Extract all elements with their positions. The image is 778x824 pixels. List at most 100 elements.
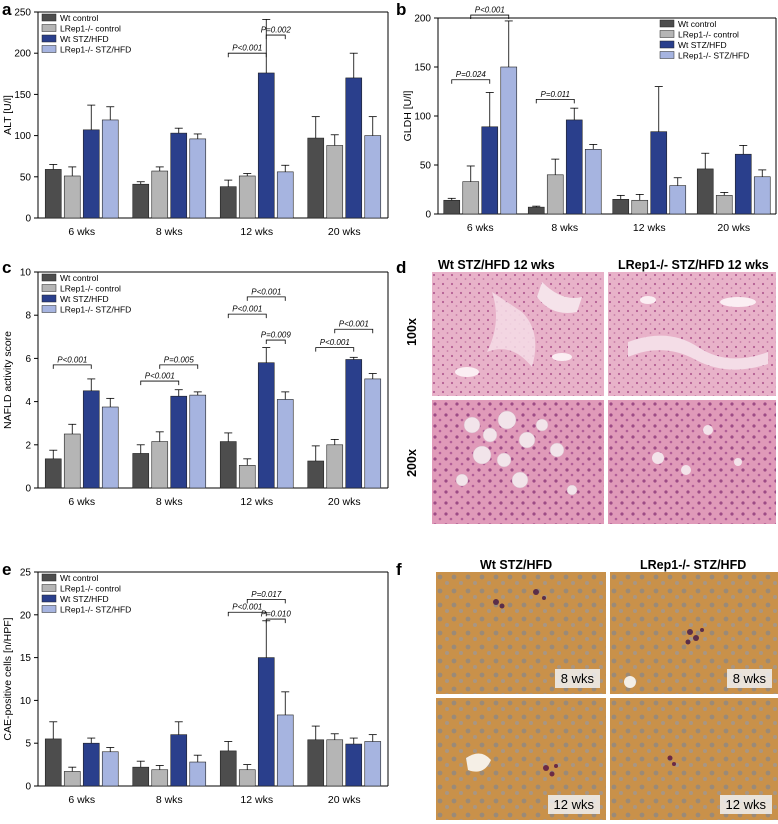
- bar: [151, 170, 169, 219]
- bar: [462, 181, 480, 215]
- bar: [612, 199, 630, 215]
- legend-swatch: [659, 30, 675, 38]
- significance-bracket: [470, 14, 510, 20]
- bar: [734, 153, 752, 215]
- bar: [565, 119, 583, 215]
- cae-label-wt-8wks: 8 wks: [554, 669, 600, 688]
- y-tick-label: 5: [25, 739, 31, 750]
- significance-label: P=0.024: [456, 70, 487, 79]
- significance-label: P<0.001: [251, 287, 281, 296]
- x-tick-label: 20 wks: [328, 226, 361, 238]
- bar: [219, 750, 237, 787]
- significance-label: P=0.011: [541, 90, 570, 99]
- bar: [443, 199, 461, 215]
- significance-label: P<0.001: [57, 355, 87, 364]
- legend-label: Wt control: [60, 273, 98, 283]
- bar: [307, 460, 325, 489]
- bar: [170, 734, 188, 787]
- significance-bracket: [265, 34, 286, 40]
- significance-label: P=0.002: [261, 26, 292, 35]
- cae-label-lrep-12wks: 12 wks: [719, 795, 772, 814]
- bar: [364, 135, 382, 219]
- bar: [44, 458, 62, 489]
- histo-d-col2-title: LRep1-/- STZ/HFD 12 wks: [618, 258, 769, 272]
- significance-label: P<0.001: [475, 6, 505, 15]
- cae-image-lrep-8wks: 8 wks: [610, 572, 778, 694]
- panel-letter-c: c: [2, 258, 12, 277]
- cae-image-wt-12wks: 12 wks: [436, 698, 606, 820]
- y-tick-label: 50: [420, 161, 432, 172]
- bar: [364, 741, 382, 787]
- bar: [715, 195, 733, 215]
- y-tick-label: 100: [14, 131, 31, 142]
- legend-swatch: [41, 24, 57, 32]
- y-axis-label: GLDH [U/l]: [402, 91, 414, 142]
- y-tick-label: 15: [20, 653, 32, 664]
- significance-label: P<0.001: [339, 320, 369, 329]
- significance-bracket: [535, 98, 575, 104]
- legend-label: Wt STZ/HFD: [60, 594, 109, 604]
- legend-swatch: [659, 19, 675, 28]
- bar: [189, 394, 207, 489]
- he-image-wt-100x: [432, 272, 604, 396]
- y-tick-label: 250: [14, 8, 31, 19]
- legend-swatch: [659, 51, 675, 59]
- bar: [82, 390, 100, 489]
- y-tick-label: 25: [20, 568, 32, 579]
- bar: [238, 769, 256, 787]
- cae-label-wt-12wks: 12 wks: [547, 795, 600, 814]
- bar: [63, 433, 81, 489]
- legend-swatch: [41, 273, 57, 282]
- bar: [257, 362, 275, 489]
- bar: [326, 145, 344, 219]
- y-tick-label: 200: [14, 49, 31, 60]
- x-tick-label: 20 wks: [328, 496, 361, 508]
- chart-alt: 0 50 100 150 200 250 ALT [U/l] 6 wks 8 wks 12 wks…: [2, 8, 389, 238]
- legend-swatch: [41, 605, 57, 613]
- panel-letter-a: a: [2, 0, 12, 19]
- legend-swatch: [41, 305, 57, 313]
- bar: [527, 206, 545, 215]
- y-tick-label: 50: [20, 172, 32, 183]
- significance-bracket: [315, 347, 355, 352]
- histo-d-row1-label: 100x: [404, 318, 419, 346]
- he-image-lrep-100x: [608, 272, 776, 396]
- panel-letter-b: b: [396, 0, 407, 19]
- y-tick-label: 2: [25, 440, 31, 451]
- bar: [132, 183, 150, 219]
- legend-swatch: [41, 573, 57, 582]
- histo-f-col1-title: Wt STZ/HFD: [480, 558, 553, 572]
- x-tick-label: 20 wks: [717, 222, 750, 234]
- bar: [238, 175, 256, 219]
- y-tick-label: 10: [20, 696, 32, 707]
- legend-label: LRep1-/- control: [60, 23, 121, 33]
- chart-nafld: 0 2 4 6 8 10 NAFLD activity score 6 wks 8 wks 12 …: [2, 268, 389, 508]
- x-tick-label: 12 wks: [633, 222, 666, 234]
- x-tick-label: 6 wks: [68, 226, 95, 238]
- bar: [276, 171, 294, 219]
- bar: [189, 761, 207, 787]
- bar: [364, 378, 382, 489]
- bar: [101, 406, 119, 489]
- significance-label: P<0.001: [145, 372, 175, 381]
- bar: [170, 132, 188, 219]
- histo-d-row2-label: 200x: [404, 449, 419, 477]
- x-tick-label: 6 wks: [467, 222, 494, 234]
- histo-f-col2-title: LRep1-/- STZ/HFD: [640, 558, 747, 572]
- x-tick-label: 8 wks: [156, 226, 183, 238]
- y-tick-label: 6: [25, 354, 31, 365]
- significance-label: P<0.001: [320, 338, 350, 347]
- he-image-wt-200x: [432, 400, 604, 524]
- y-tick-label: 200: [414, 14, 431, 25]
- bar: [345, 359, 363, 489]
- y-tick-label: 0: [25, 214, 31, 225]
- bar: [132, 766, 150, 787]
- bar: [696, 168, 714, 215]
- legend-label: Wt STZ/HFD: [678, 40, 727, 50]
- bar: [44, 169, 62, 219]
- bar: [63, 771, 81, 787]
- bar: [257, 72, 275, 219]
- legend-swatch: [41, 45, 57, 53]
- significance-bracket: [52, 364, 92, 369]
- cae-image-lrep-12wks: 12 wks: [610, 698, 778, 820]
